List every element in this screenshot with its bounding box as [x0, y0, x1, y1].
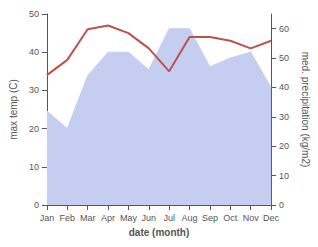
svg-text:0: 0	[279, 200, 284, 210]
svg-text:30: 30	[29, 85, 39, 95]
svg-text:May: May	[120, 213, 138, 223]
svg-text:40: 40	[29, 47, 39, 57]
svg-text:60: 60	[279, 24, 289, 34]
svg-text:Aug: Aug	[182, 213, 198, 223]
svg-text:20: 20	[29, 124, 39, 134]
svg-text:Jan: Jan	[40, 213, 55, 223]
svg-text:20: 20	[279, 141, 289, 151]
svg-text:Apr: Apr	[101, 213, 115, 223]
svg-text:Sep: Sep	[202, 213, 218, 223]
svg-text:date (month): date (month)	[129, 227, 190, 238]
svg-text:50: 50	[29, 9, 39, 19]
svg-text:40: 40	[279, 82, 289, 92]
svg-text:Dec: Dec	[263, 213, 280, 223]
svg-text:Oct: Oct	[223, 213, 238, 223]
svg-text:10: 10	[29, 162, 39, 172]
svg-text:med. precipitation (kg/m2): med. precipitation (kg/m2)	[300, 52, 311, 168]
svg-text:50: 50	[279, 53, 289, 63]
svg-text:30: 30	[279, 112, 289, 122]
svg-text:Jul: Jul	[163, 213, 175, 223]
svg-text:0: 0	[34, 200, 39, 210]
svg-text:Feb: Feb	[60, 213, 76, 223]
svg-text:Nov: Nov	[243, 213, 260, 223]
svg-text:Jun: Jun	[142, 213, 157, 223]
svg-text:Mar: Mar	[80, 213, 96, 223]
svg-text:max temp (C): max temp (C)	[8, 79, 19, 140]
svg-text:10: 10	[279, 171, 289, 181]
